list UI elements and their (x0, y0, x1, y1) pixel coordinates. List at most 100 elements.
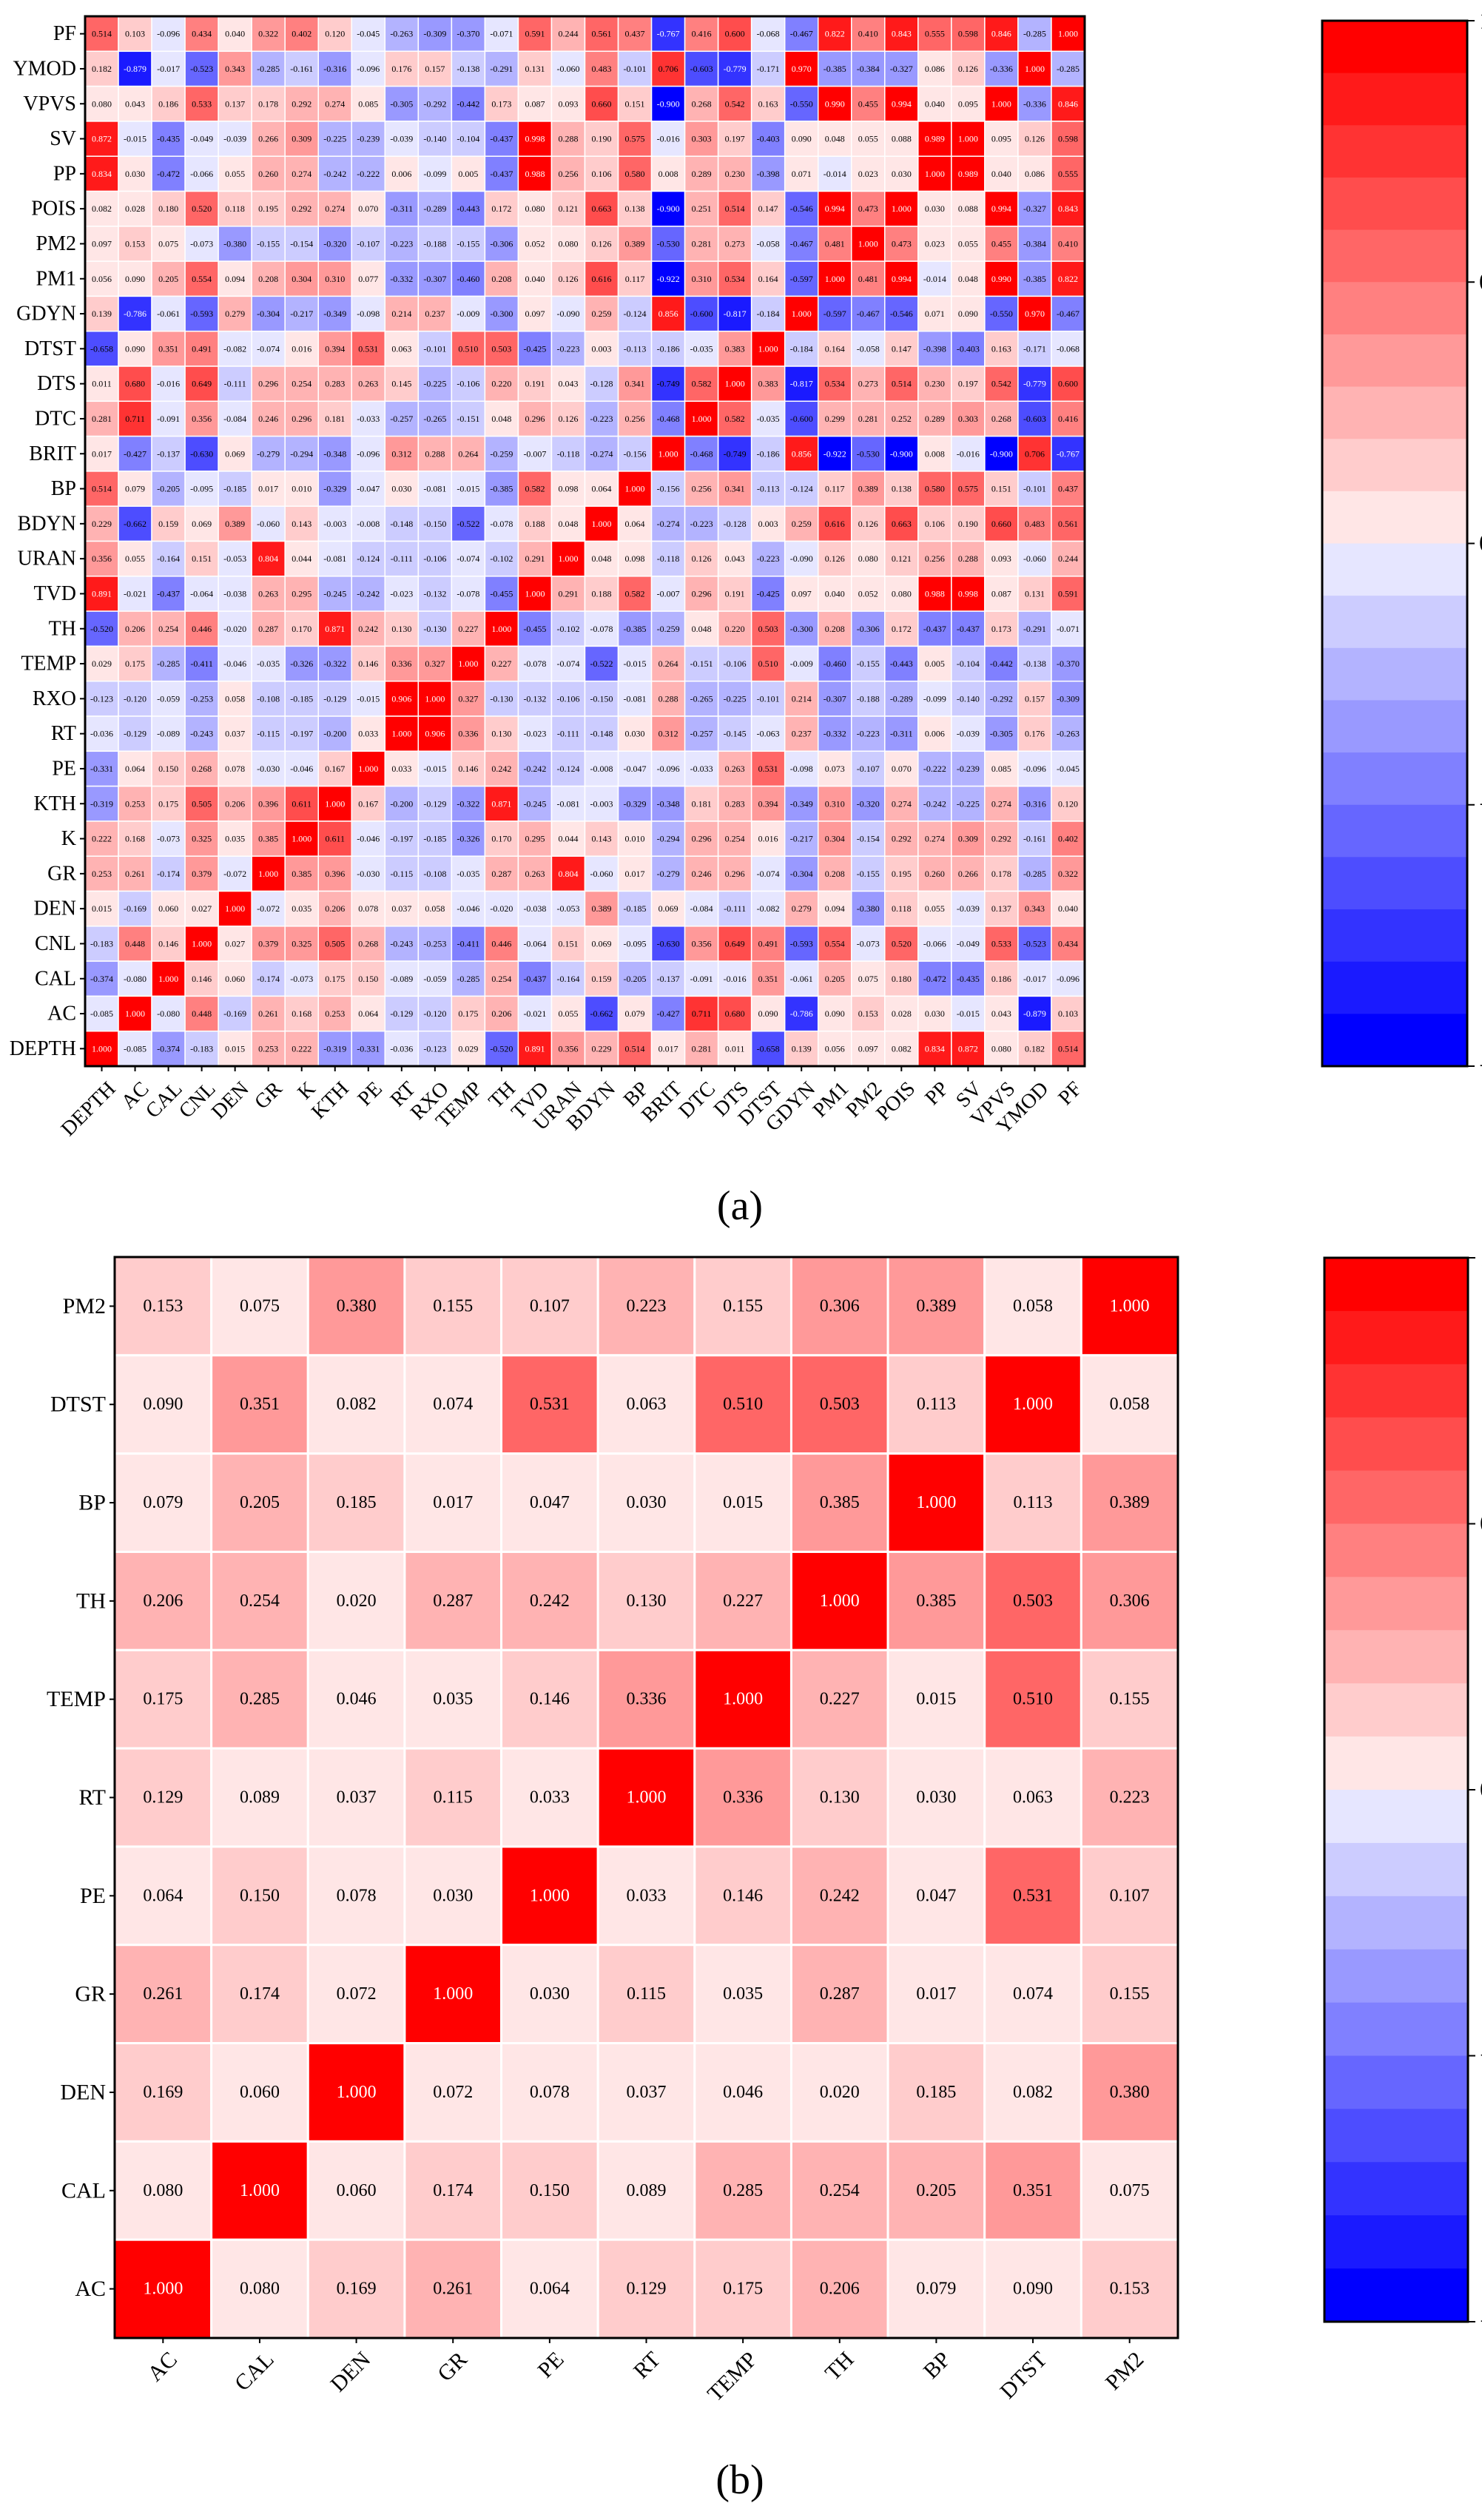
p0-cell-value: -0.021 (523, 1008, 546, 1019)
p0-cell-PP-DTC (684, 155, 719, 192)
p0-cell-RXO-YMOD (1017, 680, 1052, 717)
p0-cell-PF-PM1 (817, 16, 852, 53)
p0-cell-value: -0.130 (490, 693, 513, 704)
p0-cell-value: -0.442 (457, 98, 479, 109)
p0-cell-TH-DTST (750, 610, 786, 647)
p0-cell-value: 0.048 (592, 553, 612, 564)
p0-cell-PP-GDYN (784, 155, 819, 192)
p0-cell-value: 0.126 (825, 553, 845, 564)
p0-cell-value: 0.291 (525, 553, 545, 564)
p0-cell-value: -0.096 (357, 64, 380, 74)
p0-cell-GR-RXO (417, 855, 453, 892)
p1-cell-value: 0.017 (433, 1493, 473, 1512)
p1-cell-value: 1.000 (240, 2181, 280, 2200)
p0-y-tick-label: GR (47, 862, 76, 885)
p0-cell-PE-PF (1051, 750, 1085, 787)
p0-cell-PM1-PE (351, 260, 386, 297)
p0-cell-VPVS-K (284, 85, 319, 122)
p0-y-tick-label: CAL (35, 967, 76, 990)
p0-cell-value: 1.000 (792, 309, 812, 319)
p0-cell-value: 0.197 (725, 134, 745, 144)
p0-cell-value: 0.283 (725, 798, 745, 809)
p0-cell-VPVS-BP (617, 85, 653, 122)
p0-cell-value: -0.522 (590, 658, 613, 669)
p1-cell-value: 0.169 (143, 2083, 183, 2102)
p0-cell-value: 0.296 (258, 379, 278, 389)
p1-x-tick-label: PM2 (1101, 2347, 1149, 2395)
p0-cell-TVD-DTST (750, 576, 786, 612)
p0-cell-value: -0.285 (157, 658, 180, 669)
p0-cell-BDYN-K (284, 505, 319, 542)
p0-cell-value: 0.173 (991, 624, 1011, 634)
p0-cell-value: -0.049 (190, 134, 213, 144)
p0-cell-value: 0.190 (592, 134, 612, 144)
p1-x-tick-label: PE (533, 2347, 568, 2382)
p0-cell-value: -0.467 (790, 238, 813, 249)
p0-cell-value: 0.970 (792, 64, 812, 74)
p1-cell-value: 0.385 (820, 1493, 860, 1512)
p0-cell-DTC-GDYN (784, 400, 819, 437)
p1-cell-value: 0.074 (433, 1395, 473, 1414)
p0-cell-value: -0.148 (390, 519, 413, 529)
p0-cell-value: 0.095 (991, 134, 1011, 144)
p0-cell-value: -0.081 (423, 484, 446, 494)
p0-cell-KTH-PM1 (817, 785, 852, 822)
p0-cell-value: -0.058 (757, 238, 780, 249)
p0-cell-SV-PF (1051, 121, 1085, 157)
p0-cell-value: 0.191 (725, 588, 745, 599)
p0-cell-CAL-RT (384, 960, 420, 997)
p0-cell-value: 1.000 (258, 869, 278, 879)
p0-cell-TEMP-SV (951, 645, 986, 682)
p1-cell-value: 0.351 (240, 1395, 280, 1414)
p0-cell-value: 0.580 (925, 484, 945, 494)
p0-cell-value: 0.292 (292, 203, 311, 214)
p1-cell-value: 0.380 (337, 1296, 377, 1315)
p0-cell-value: 0.296 (725, 869, 745, 879)
p0-cell-PM1-AC (118, 260, 152, 297)
p0-cell-value: -0.132 (523, 693, 546, 704)
p0-cell-value: 0.600 (1058, 379, 1078, 389)
p0-cell-value: 0.279 (225, 309, 245, 319)
p0-cell-value: 0.106 (592, 169, 612, 179)
p0-cell-TVD-CAL (151, 576, 186, 612)
p0-cell-KTH-TH (484, 785, 519, 822)
p0-cell-value: 0.010 (625, 834, 645, 844)
p0-cell-value: -0.064 (523, 938, 546, 949)
p0-cell-value: 0.580 (625, 169, 645, 179)
p0-cell-KTH-TVD (517, 785, 553, 822)
p0-x-tick-label: DEN (207, 1077, 254, 1124)
p0-cell-value: -0.016 (157, 379, 180, 389)
p0-cell-VPVS-GR (251, 85, 286, 122)
p0-cell-value: -0.023 (390, 588, 413, 599)
p0-cell-DTS-URAN (550, 365, 586, 402)
p0-y-tick-label: SV (50, 127, 76, 150)
p0-cell-value: 0.097 (92, 238, 112, 249)
p0-cell-value: -0.058 (857, 343, 880, 354)
p0-cell-value: 0.030 (925, 203, 945, 214)
p0-cell-value: 0.011 (92, 379, 112, 389)
p0-cell-value: -0.348 (323, 448, 346, 459)
p0-cell-value: 0.147 (758, 203, 778, 214)
p0-cell-TVD-BDYN (584, 576, 619, 612)
p0-x-tick-label: PE (354, 1077, 387, 1111)
p0-cell-value: -0.305 (390, 98, 413, 109)
p0-cell-value: 0.195 (892, 869, 912, 879)
p0-x-tick-label: CAL (141, 1077, 187, 1123)
p0-cell-CNL-POIS (884, 926, 919, 962)
p0-cell-POIS-PM1 (817, 190, 852, 227)
p0-cell-value: -0.017 (157, 64, 180, 74)
p0-cell-PF-SV (951, 16, 986, 53)
p0-cell-value: 0.274 (325, 203, 345, 214)
p0-cell-value: 1.000 (825, 274, 845, 284)
p0-cell-SV-POIS (884, 121, 919, 157)
p0-cell-value: 0.261 (258, 1008, 278, 1019)
p1-cell-value: 0.227 (820, 1690, 860, 1709)
p0-cell-GDYN-BDYN (584, 295, 619, 332)
p0-cell-value: 0.510 (458, 343, 478, 354)
p0-cell-value: 0.260 (925, 869, 945, 879)
p0-cell-value: -0.455 (490, 588, 513, 599)
p0-cell-value: 0.611 (292, 798, 311, 809)
p0-cell-BP-DTC (684, 471, 719, 507)
p0-cell-value: -0.331 (90, 764, 113, 774)
p0-cell-value: 0.040 (525, 274, 545, 284)
